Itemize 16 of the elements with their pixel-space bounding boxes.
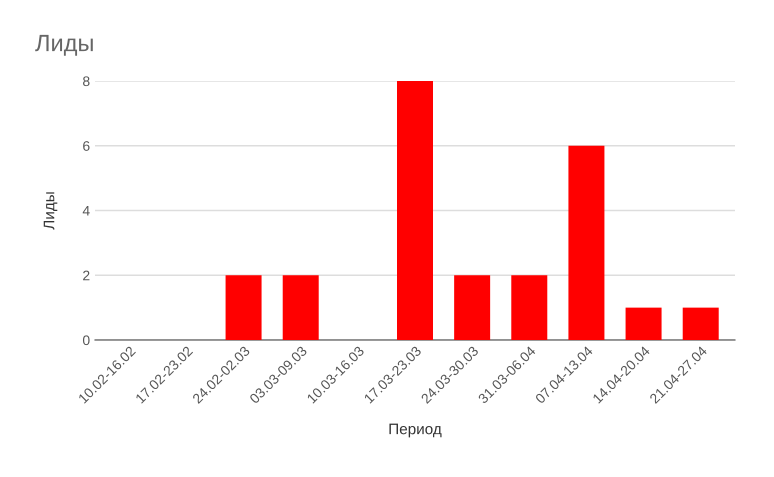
bar xyxy=(626,308,662,340)
y-tick-label: 8 xyxy=(83,76,90,86)
y-axis-title: Лиды xyxy=(44,192,58,230)
bar xyxy=(682,308,719,340)
x-axis-title: Период xyxy=(389,424,442,438)
bar xyxy=(397,81,433,340)
bar xyxy=(226,275,262,340)
y-tick-label: 2 xyxy=(83,270,90,280)
chart-title: Лиды xyxy=(35,34,93,56)
bar xyxy=(568,146,604,340)
bar xyxy=(282,275,319,340)
bar xyxy=(511,275,548,340)
y-tick-label: 0 xyxy=(82,335,90,346)
bar xyxy=(454,275,490,340)
y-tick-label: 6 xyxy=(83,141,90,151)
y-tick-label: 4 xyxy=(82,206,90,216)
